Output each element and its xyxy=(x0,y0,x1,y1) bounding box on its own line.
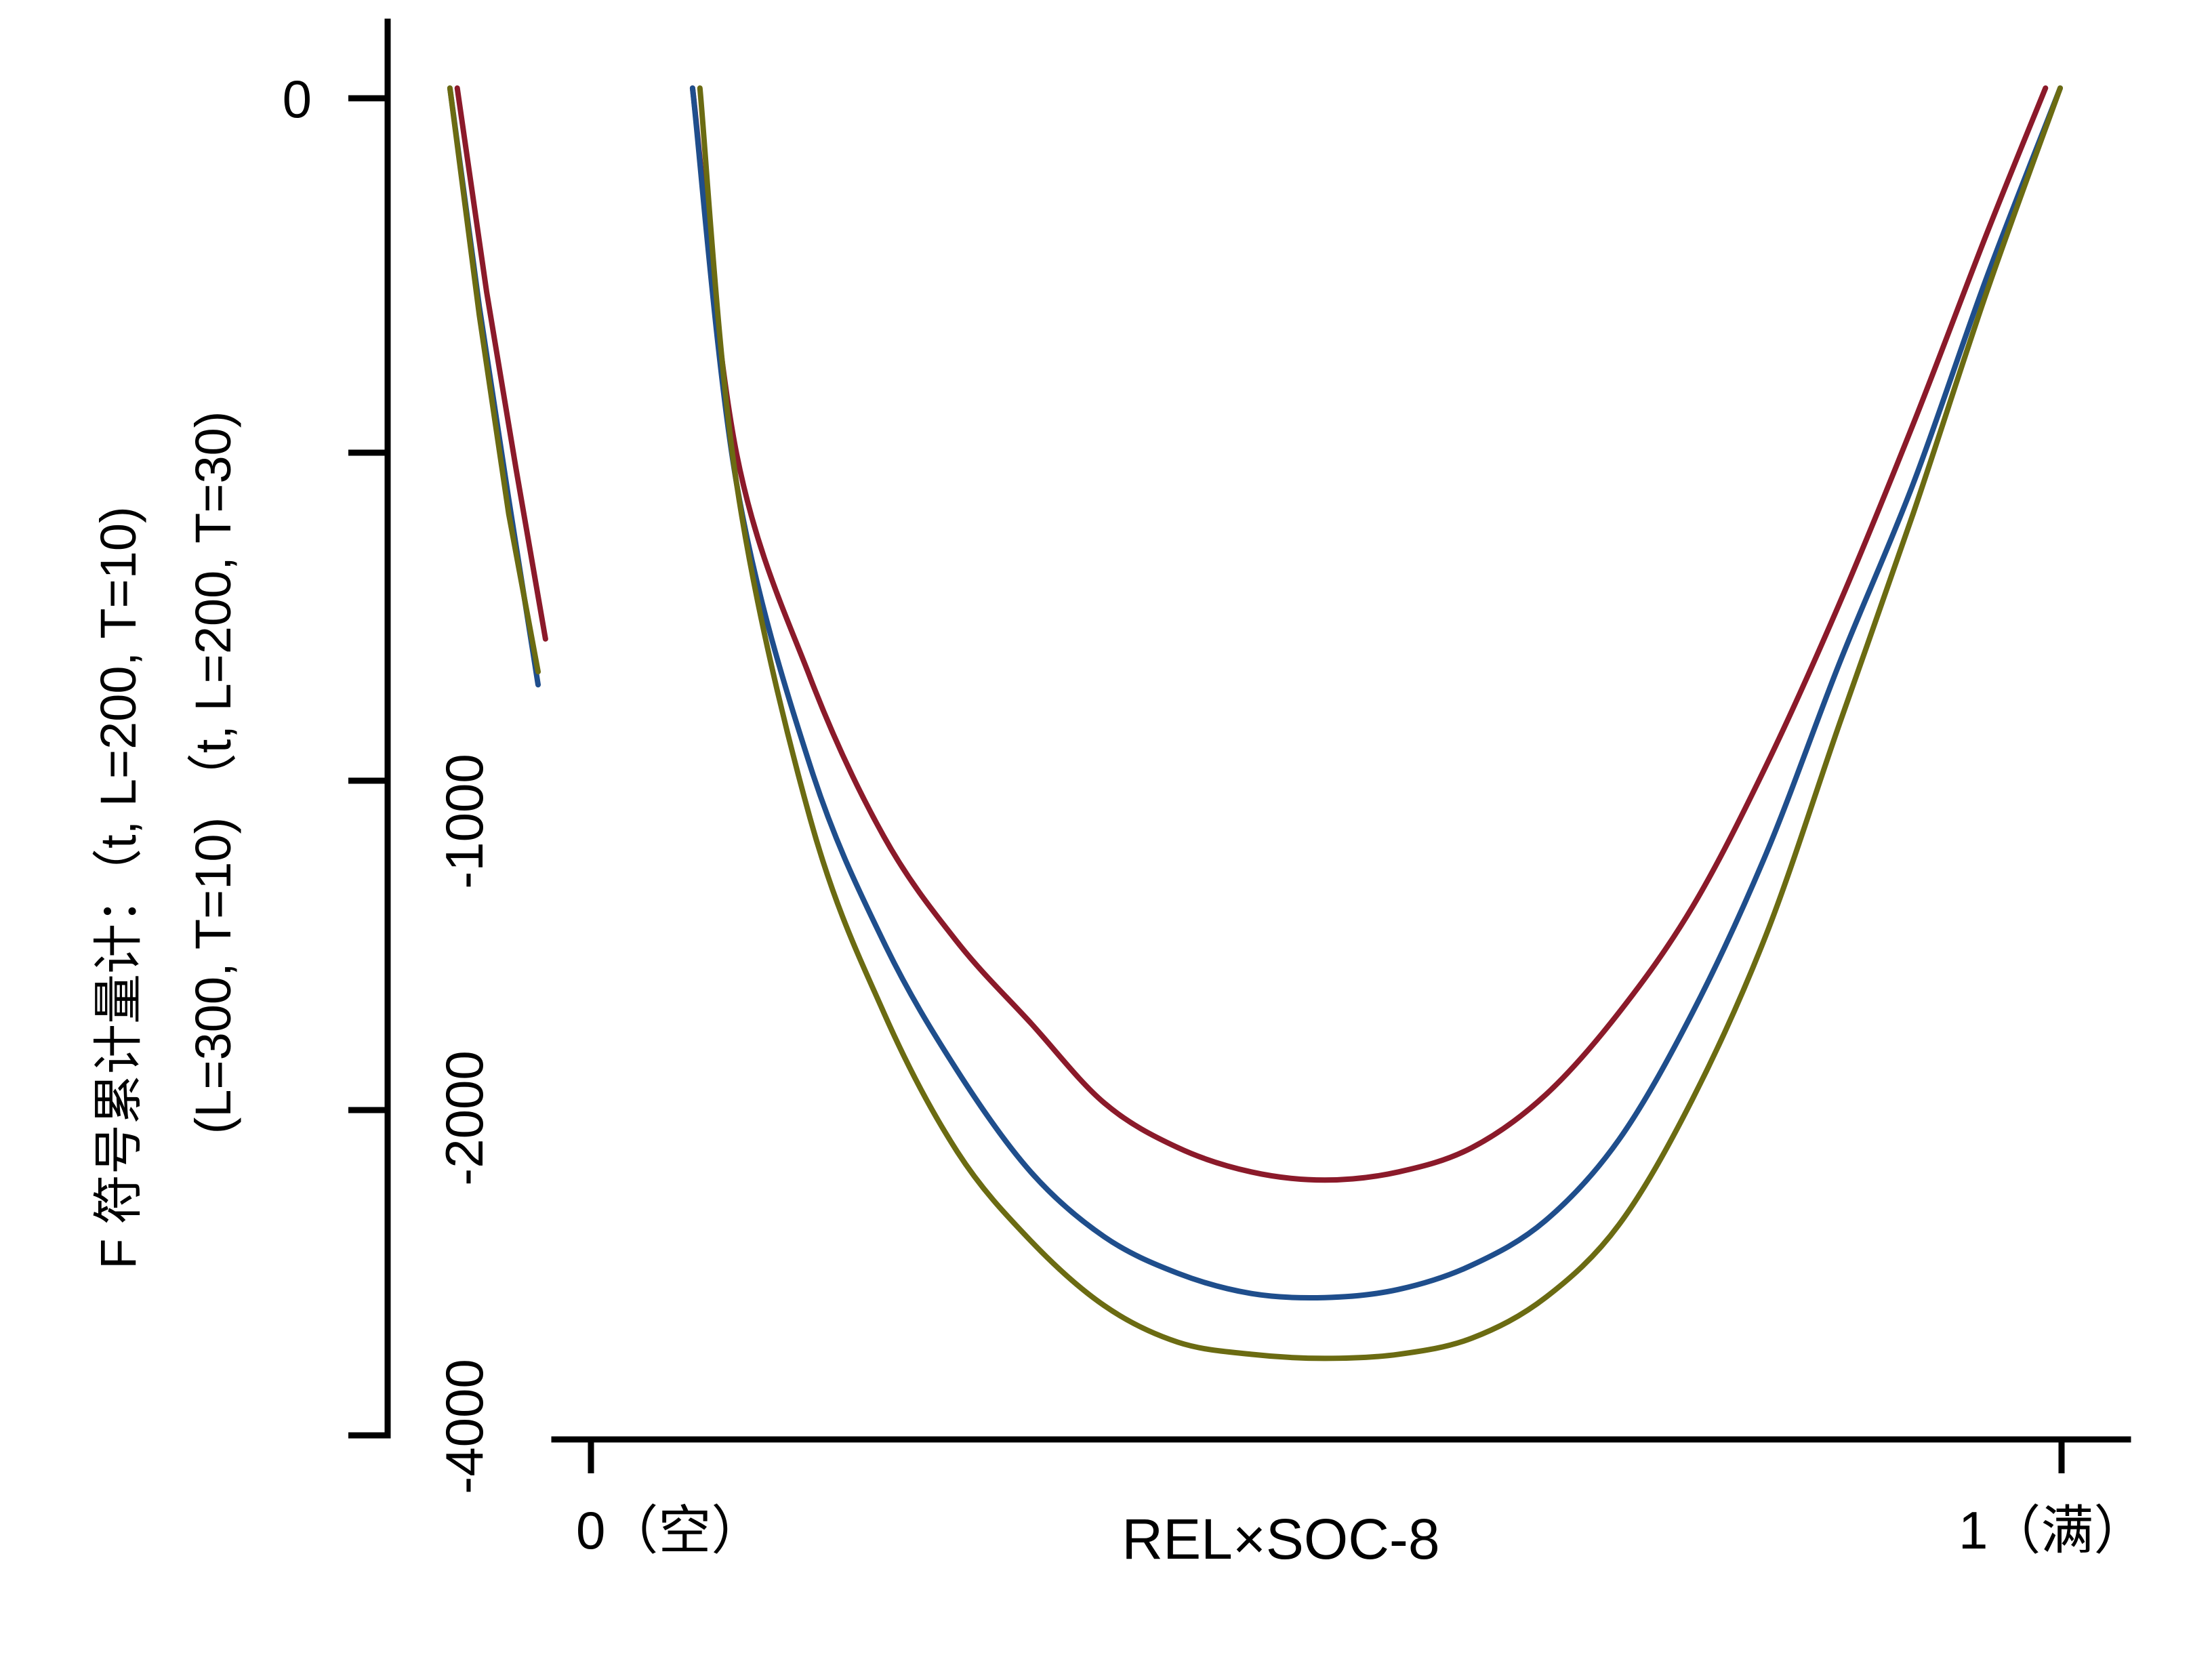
x-tick-label: 1（满） xyxy=(1959,1500,2146,1560)
y-axis-label: F 符号累计量计：（t, L=200, T=10) (L=300, T=10) … xyxy=(90,411,241,1269)
x-tick-label: 0（空） xyxy=(576,1500,764,1560)
y-axis-label-line-1: F 符号累计量计：（t, L=200, T=10) xyxy=(90,506,146,1269)
series-line-1 xyxy=(689,85,2049,1183)
x-axis-label: REL×SOC-8 xyxy=(1122,1507,1439,1571)
series-line-2 xyxy=(689,85,2063,1301)
y-inner-tick-label: -1000 xyxy=(434,754,494,889)
series-left-fragment-1 xyxy=(454,85,548,642)
series-line-3 xyxy=(697,85,2063,1361)
y-inner-tick-label: -2000 xyxy=(434,1050,494,1186)
y-axis-outer-ticks: 0 xyxy=(283,69,388,1439)
y-inner-tick-label: -4000 xyxy=(434,1359,494,1494)
series-group xyxy=(447,85,2063,1361)
y-axis-inner-labels: -1000 -2000 -4000 xyxy=(434,754,494,1494)
y-outer-tick-label: 0 xyxy=(283,69,312,129)
series-left-fragment-3 xyxy=(447,85,541,675)
y-axis-label-line-2: (L=300, T=10) （t, L=200, T=30) xyxy=(185,411,241,1134)
x-axis-ticks: 0（空） 1（满） xyxy=(576,1439,2146,1560)
